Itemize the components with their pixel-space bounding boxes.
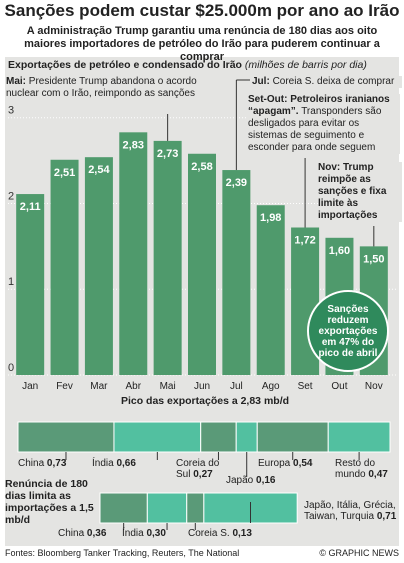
segment-name: Índia [122, 528, 144, 539]
segment-label: China 0,36 [58, 528, 118, 539]
segment [146, 492, 188, 524]
y-tick-label: 3 [8, 105, 14, 117]
segment-label: Índia 0,66 [92, 458, 162, 469]
annotation-label: Nov: Trump reimpõe as sanções e fixa lim… [318, 162, 387, 221]
value-label: 2,11 [20, 201, 41, 213]
value-label: 2,51 [54, 167, 75, 179]
annotation: Jul: Coreia S. deixa de comprar [252, 76, 402, 88]
segment-name: China [18, 458, 45, 469]
segment-name: Europa [258, 458, 291, 469]
segment [186, 492, 205, 524]
annotation-text: Transponders são desligados para evitar … [248, 106, 382, 153]
annotation: Mai: Presidente Trump abandona o acordo … [6, 76, 218, 100]
value-label: 2,58 [191, 161, 212, 173]
segment-label: Japão 0,16 [226, 475, 296, 486]
segment-value: 0,27 [193, 469, 213, 480]
segment-name: Japão [226, 475, 254, 486]
segment-label: Coreia S. 0,13 [188, 528, 268, 539]
annotation-label: Mai: [6, 76, 26, 87]
x-tick-label: Jun [194, 381, 210, 392]
value-label: 2,39 [226, 177, 247, 189]
x-tick-label: Jan [22, 381, 38, 392]
segment-name: Índia [92, 458, 114, 469]
segment-name: Coreia S. [188, 528, 230, 539]
segment-value: 0,71 [376, 511, 397, 522]
x-tick-label: Out [331, 381, 347, 392]
value-label: 2,54 [88, 164, 110, 176]
bar [222, 170, 251, 375]
bar [16, 194, 45, 375]
annotation-label: Jul: [252, 76, 270, 87]
unit: (milhões de barris por dia) [244, 59, 367, 71]
source: Fontes: Bloomberg Tanker Tracking, Reute… [5, 548, 240, 558]
annotation-label: Set-Out: Petroleiros iranianos “apagam”. [248, 94, 390, 117]
x-tick-label: Fev [56, 381, 73, 392]
value-label: 1,98 [260, 212, 281, 224]
segment-label: Europa 0,54 [258, 458, 328, 469]
annotation-text: Coreia S. deixa de comprar [272, 76, 395, 87]
x-tick-label: Jul [230, 381, 243, 392]
value-label: 2,83 [123, 139, 144, 151]
chart-title: Exportações de petróleo e condensado do … [8, 59, 242, 71]
annotation: Nov: Trump reimpõe as sanções e fixa lim… [318, 162, 402, 222]
value-label: 1,50 [363, 253, 384, 265]
x-tick-label: Set [298, 381, 313, 392]
segment [17, 421, 115, 453]
x-tick-label: Mai [160, 381, 176, 392]
subtitle: A administração Trump garantiu uma renún… [24, 25, 380, 63]
x-tick-label: Ago [262, 381, 280, 392]
y-tick-label: 2 [8, 190, 14, 202]
segment-label: Japão, Itália, Grécia, Taiwan, Turquia 0… [304, 500, 400, 522]
segment [256, 421, 329, 453]
value-label: 1,60 [329, 245, 350, 257]
y-tick-label: 1 [8, 276, 14, 288]
segment-value: 0,13 [232, 528, 252, 539]
segment [113, 421, 202, 453]
bar [153, 140, 182, 375]
bar [50, 159, 79, 375]
segment-value: 0,36 [86, 528, 107, 539]
stacked-title: Pico das exportações a 2,83 mb/d [120, 395, 290, 407]
segment-label: Coreia do Sul 0,27 [176, 458, 232, 480]
annotation-text: Presidente Trump abandona o acordo nucle… [6, 76, 197, 99]
segment-label: Resto do mundo 0,47 [335, 458, 397, 480]
segment [235, 421, 258, 453]
bar [256, 205, 285, 375]
segment-name: China [58, 528, 85, 539]
segment-name: Japão, Itália, Grécia, Taiwan, Turquia [304, 500, 396, 522]
chart-label: Exportações de petróleo e condensado do … [8, 59, 367, 71]
segment [200, 421, 237, 453]
x-tick-label: Abr [125, 381, 141, 392]
title: Sanções podem custar $25.000m por ano ao… [4, 1, 400, 20]
segment-value: 0,73 [46, 458, 67, 469]
bar [84, 157, 113, 375]
value-label: 2,73 [157, 148, 178, 160]
value-label: 1,72 [294, 235, 315, 247]
segment-value: 0,54 [293, 458, 313, 469]
segment-label: Índia 0,30 [122, 528, 182, 539]
bar [188, 153, 216, 375]
callout: Sanções reduzem exportações em 47% do pi… [307, 290, 389, 372]
segment-label: China 0,73 [18, 458, 88, 469]
segment [327, 421, 391, 453]
segment-name: Coreia do Sul [176, 458, 220, 480]
x-tick-label: Mar [90, 381, 108, 392]
bar [119, 132, 148, 375]
stacked-title: Renúncia de 180 dias limita as importaçõ… [5, 478, 94, 526]
segment-value: 0,47 [368, 469, 388, 480]
segment-value: 0,30 [146, 528, 166, 539]
segment-name: Resto do mundo [335, 458, 376, 480]
x-tick-label: Nov [365, 381, 383, 392]
segment-value: 0,16 [256, 475, 276, 486]
annotation: Set-Out: Petroleiros iranianos “apagam”.… [248, 94, 400, 154]
credit: © GRAPHIC NEWS [319, 548, 399, 558]
y-tick-label: 0 [8, 362, 14, 374]
segment [99, 492, 148, 524]
segment-value: 0,66 [116, 458, 136, 469]
